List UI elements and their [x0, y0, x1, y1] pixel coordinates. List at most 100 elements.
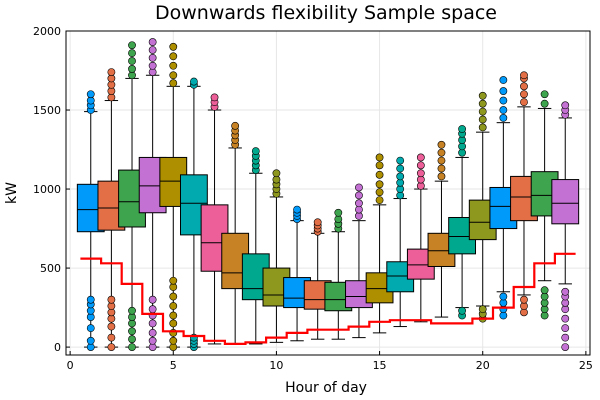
outlier-point [396, 164, 405, 173]
outlier-point [375, 170, 384, 179]
outlier-point [355, 191, 363, 200]
boxes [76, 38, 580, 351]
outlier-point [375, 161, 384, 170]
x-tick-label: 5 [170, 359, 177, 372]
outlier-point [375, 196, 384, 205]
outlier-point [437, 172, 446, 181]
x-tick-label: 10 [269, 359, 283, 372]
x-axis-label: Hour of day [285, 380, 367, 396]
box-hour-13 [324, 208, 353, 340]
outlier-point [148, 61, 157, 70]
box-body [200, 204, 229, 272]
outlier-point [128, 327, 136, 336]
box-hour-3 [118, 41, 146, 351]
x-tick-label: 0 [67, 359, 74, 372]
outlier-point [128, 41, 136, 50]
y-tick-label: 2000 [33, 25, 61, 38]
box-hour-17 [406, 153, 435, 323]
outlier-point [437, 164, 446, 173]
outlier-point [293, 205, 301, 214]
outlier-point [458, 306, 466, 315]
outlier-point [520, 98, 528, 107]
outlier-point [148, 46, 157, 54]
outlier-point [561, 314, 570, 323]
outlier-point [561, 101, 570, 110]
outlier-point [313, 218, 322, 227]
outlier-point [128, 65, 136, 73]
outlier-point [169, 42, 178, 51]
outlier-point [396, 156, 405, 165]
outlier-point [520, 82, 528, 91]
outlier-point [107, 295, 116, 304]
outlier-point [148, 295, 157, 304]
outlier-point [478, 115, 487, 124]
outlier-point [437, 156, 446, 165]
y-axis-label: kW [4, 182, 20, 204]
box-body [551, 179, 580, 225]
outlier-point [148, 305, 157, 314]
x-tick-label: 15 [373, 359, 387, 372]
outlier-point [540, 99, 549, 108]
outlier-point [499, 106, 508, 114]
outlier-point [107, 333, 116, 342]
outlier-point [499, 87, 508, 95]
outlier-point [190, 77, 198, 86]
outlier-point [478, 107, 487, 116]
outlier-point [210, 93, 219, 102]
outlier-point [396, 172, 405, 181]
outlier-point [107, 68, 116, 76]
box-hour-14 [345, 183, 373, 339]
outlier-point [540, 90, 549, 99]
outlier-point [128, 306, 136, 315]
outlier-point [86, 90, 95, 99]
outlier-point [148, 319, 157, 328]
outlier-point [251, 147, 260, 156]
outlier-point [334, 208, 343, 217]
outlier-point [520, 71, 528, 80]
outlier-point [478, 99, 487, 108]
y-tick-label: 1500 [33, 104, 61, 117]
outlier-point [148, 336, 157, 345]
y-tick-label: 0 [54, 341, 61, 354]
outlier-point [416, 153, 425, 162]
x-tick-label: 25 [579, 359, 593, 372]
outlier-point [169, 61, 178, 70]
outlier-point [561, 333, 570, 342]
box-hour-8 [221, 121, 250, 345]
outlier-point [169, 336, 178, 345]
outlier-point [128, 343, 136, 351]
outlier-point [458, 125, 466, 133]
outlier-point [231, 121, 240, 130]
tick-labels: 0 5 10 15 20 25 0 500 1000 1500 2000 [33, 25, 593, 372]
outlier-point [128, 335, 136, 344]
outlier-point [437, 148, 446, 157]
outlier-point [148, 38, 157, 46]
outlier-point [375, 188, 384, 197]
outlier-point [478, 123, 487, 132]
chart-title: Downwards flexibility Sample space [155, 2, 497, 24]
outlier-point [148, 53, 157, 62]
outlier-point [169, 79, 178, 88]
outlier-point [561, 343, 570, 351]
outlier-point [86, 295, 95, 304]
outlier-point [86, 324, 95, 333]
outlier-point [355, 183, 363, 192]
outlier-point [437, 140, 446, 149]
outlier-point [561, 287, 570, 296]
flexibility-step-line [80, 252, 576, 345]
outlier-point [169, 311, 178, 320]
plot-frame [65, 30, 591, 356]
outlier-point [499, 96, 508, 105]
outlier-point [561, 324, 570, 333]
outlier-point [107, 322, 116, 331]
outlier-point [169, 319, 178, 328]
outlier-point [499, 292, 508, 301]
outlier-point [416, 161, 425, 170]
outlier-point [272, 169, 281, 178]
outlier-point [540, 286, 549, 295]
step-line-layer [80, 252, 576, 345]
outlier-point [499, 114, 508, 122]
outlier-point [148, 328, 157, 337]
outlier-point [375, 180, 384, 189]
